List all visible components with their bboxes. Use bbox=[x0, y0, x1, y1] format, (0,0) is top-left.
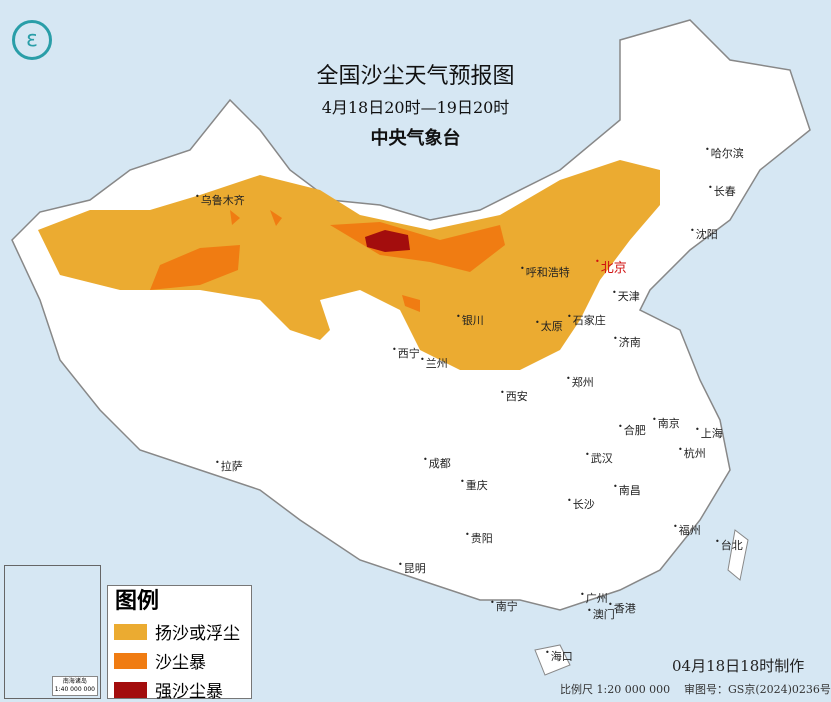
city-label: 南宁 bbox=[490, 598, 518, 614]
legend-swatch bbox=[114, 623, 147, 640]
map-title: 全国沙尘天气预报图 bbox=[316, 64, 515, 89]
city-label: 长沙 bbox=[567, 496, 595, 512]
made-time: 04月18日18时制作 bbox=[672, 657, 805, 675]
dust-area-blowing-sand bbox=[38, 160, 660, 370]
city-label: 西安 bbox=[500, 388, 528, 404]
city-label: 沈阳 bbox=[690, 226, 718, 242]
legend-item: 沙尘暴 bbox=[114, 648, 251, 673]
city-label: 昆明 bbox=[398, 560, 426, 576]
legend-item: 强沙尘暴 bbox=[114, 677, 251, 702]
city-label: 石家庄 bbox=[567, 312, 606, 328]
city-label: 成都 bbox=[423, 455, 451, 471]
legend: 图例 扬沙或浮尘 沙尘暴 强沙尘暴 bbox=[107, 585, 252, 702]
city-label: 南昌 bbox=[613, 482, 641, 498]
city-label: 长春 bbox=[708, 183, 736, 199]
map-issuer: 中央气象台 bbox=[370, 128, 461, 149]
city-label: 哈尔滨 bbox=[705, 145, 744, 161]
legend-swatch bbox=[114, 681, 147, 698]
city-label: 香港 bbox=[608, 600, 636, 616]
city-label: 呼和浩特 bbox=[520, 264, 570, 280]
city-label: 重庆 bbox=[460, 477, 488, 493]
map-period: 4月18日20时—19日20时 bbox=[321, 98, 510, 117]
city-label: 南京 bbox=[652, 415, 680, 431]
city-label: 海口 bbox=[545, 648, 573, 664]
city-label: 北京 bbox=[595, 257, 627, 276]
city-label: 乌鲁木齐 bbox=[195, 192, 245, 208]
city-label: 兰州 bbox=[420, 355, 448, 371]
city-label: 贵阳 bbox=[465, 530, 493, 546]
city-label: 济南 bbox=[613, 334, 641, 350]
cma-logo-icon: ε bbox=[12, 20, 52, 60]
south-china-sea-inset: 南海诸岛 1:40 000 000 bbox=[4, 565, 101, 699]
legend-title: 图例 bbox=[115, 589, 160, 614]
map-scale: 比例尺 1:20 000 000 bbox=[560, 683, 671, 696]
city-label: 福州 bbox=[673, 522, 701, 538]
city-label: 天津 bbox=[612, 288, 640, 304]
city-label: 广州 bbox=[580, 590, 608, 606]
approval-number: 审图号：GS京(2024)0236号 bbox=[684, 683, 831, 696]
city-label: 郑州 bbox=[566, 374, 594, 390]
legend-swatch bbox=[114, 652, 147, 669]
city-label: 合肥 bbox=[618, 422, 646, 438]
city-label: 杭州 bbox=[678, 445, 706, 461]
dust-storm-area bbox=[150, 210, 505, 312]
city-label: 台北 bbox=[715, 537, 743, 553]
severe-dust-storm-area bbox=[365, 230, 410, 252]
city-label: 上海 bbox=[695, 425, 723, 441]
city-label: 拉萨 bbox=[215, 458, 243, 474]
city-label: 太原 bbox=[535, 318, 563, 334]
inset-scale: 南海诸岛 1:40 000 000 bbox=[51, 676, 98, 696]
city-label: 银川 bbox=[456, 312, 484, 328]
city-label: 西宁 bbox=[392, 345, 420, 361]
legend-item: 扬沙或浮尘 bbox=[114, 619, 251, 644]
city-label: 武汉 bbox=[585, 450, 613, 466]
